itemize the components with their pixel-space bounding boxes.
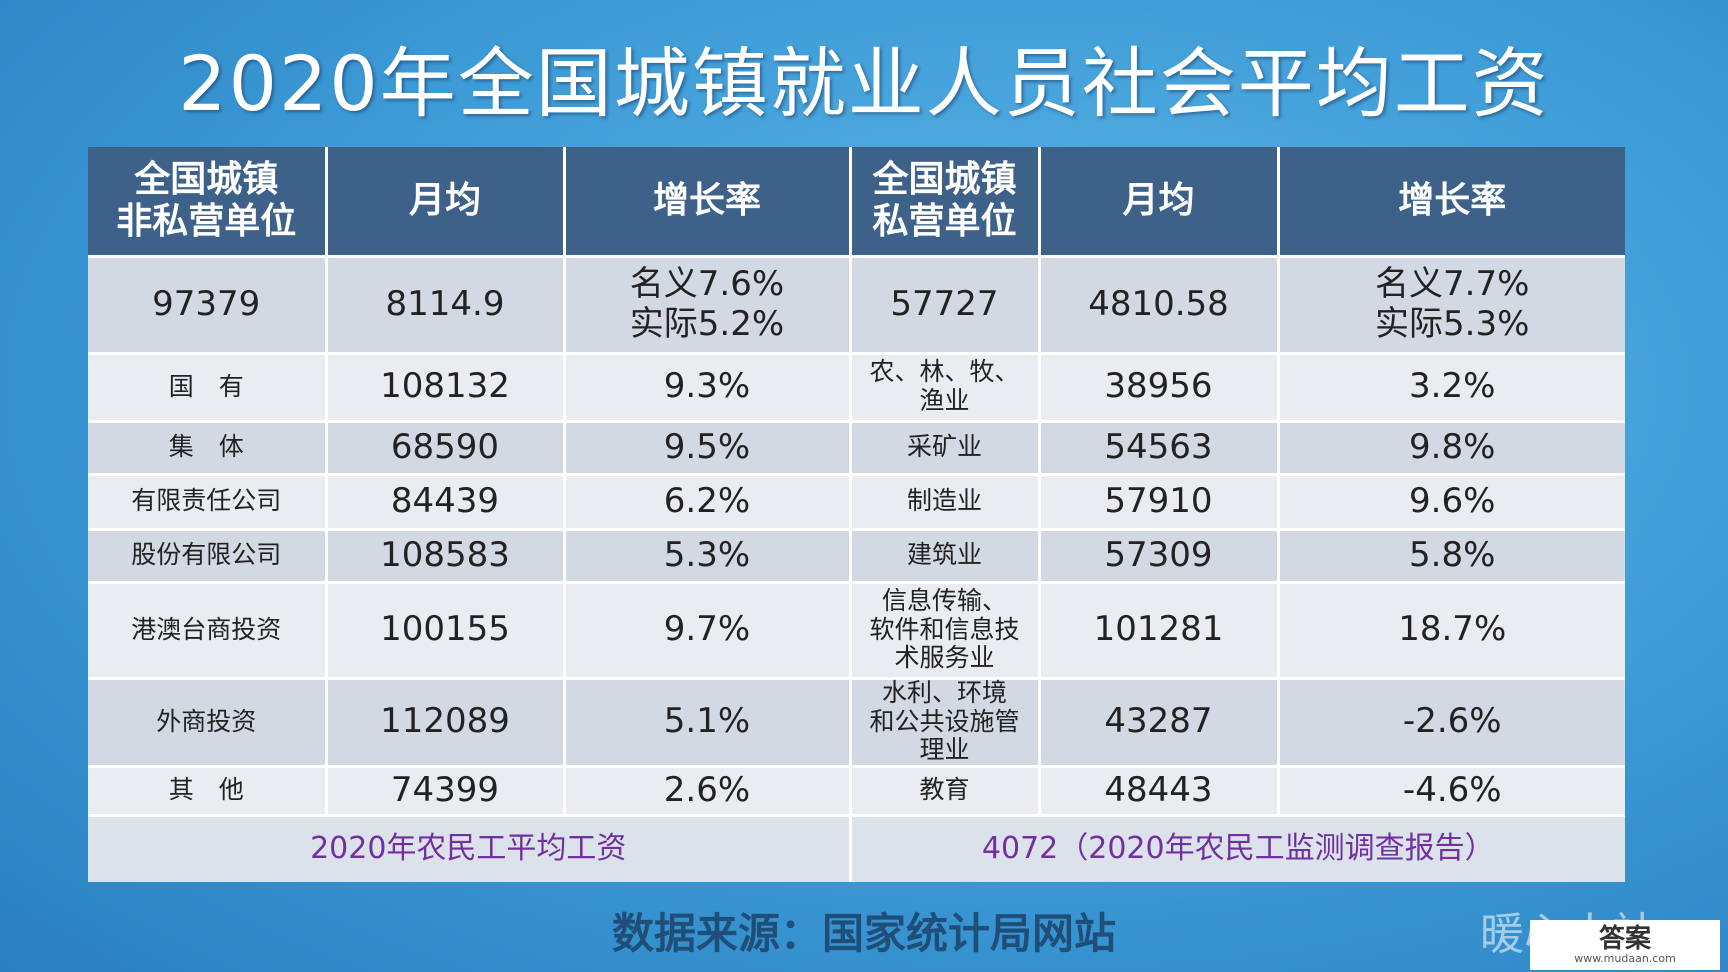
table-cell: 18.7% xyxy=(1279,583,1625,677)
table-cell: 名义7.6% 实际5.2% xyxy=(565,257,849,352)
header-cell: 增长率 xyxy=(565,147,849,255)
table-cell: 57910 xyxy=(1040,475,1277,528)
table-cell: 8114.9 xyxy=(327,257,563,352)
table-cell: 5.3% xyxy=(565,530,849,581)
header-cell: 增长率 xyxy=(1279,147,1625,255)
table-cell: 6.2% xyxy=(565,475,849,528)
table-cell: 水利、环境 和公共设施管 理业 xyxy=(851,678,1038,765)
table-cell: 43287 xyxy=(1040,679,1277,765)
table-cell: 38956 xyxy=(1040,354,1277,420)
table-cell: 100155 xyxy=(327,583,563,677)
table-cell: 9.7% xyxy=(565,583,849,677)
footer-cell: 4072（2020年农民工监测调查报告） xyxy=(851,816,1625,882)
table-cell: 112089 xyxy=(327,679,563,765)
table-cell: 48443 xyxy=(1040,767,1277,814)
header-cell: 全国城镇 非私营单位 xyxy=(88,147,325,255)
table-cell: 信息传输、 软件和信息技 术服务业 xyxy=(851,583,1038,677)
table-cell: 教育 xyxy=(851,767,1038,814)
table-cell: 制造业 xyxy=(851,475,1038,528)
table-cell: -4.6% xyxy=(1279,767,1625,814)
table-cell: 采矿业 xyxy=(851,422,1038,473)
title: 2020年全国城镇就业人员社会平均工资 xyxy=(178,39,1550,128)
table-cell: 9.5% xyxy=(565,422,849,473)
logo: 答案 www.mudaan.com xyxy=(1530,920,1720,970)
table-cell: 9.6% xyxy=(1279,475,1625,528)
table-cell: 股份有限公司 xyxy=(88,530,325,581)
table-cell: 68590 xyxy=(327,422,563,473)
table-cell: 有限责任公司 xyxy=(88,475,325,528)
table-cell: 84439 xyxy=(327,475,563,528)
table-cell: 9.8% xyxy=(1279,422,1625,473)
table-cell: 其 他 xyxy=(88,767,325,814)
table-cell: 港澳台商投资 xyxy=(88,583,325,677)
table-cell: 54563 xyxy=(1040,422,1277,473)
table-cell: 108132 xyxy=(327,354,563,420)
table: 全国城镇 非私营单位 月均 增长率 全国城镇 私营单位 月均 增长率 97379 8114.9… xyxy=(88,147,1625,882)
table-cell: 57309 xyxy=(1040,530,1277,581)
table-cell: 3.2% xyxy=(1279,354,1625,420)
table-cell: -2.6% xyxy=(1279,679,1625,765)
table-cell: 4810.58 xyxy=(1040,257,1277,352)
table-cell: 2.6% xyxy=(565,767,849,814)
table-cell: 101281 xyxy=(1040,583,1277,677)
footer-cell: 2020年农民工平均工资 xyxy=(88,816,849,882)
table-cell: 5.8% xyxy=(1279,530,1625,581)
header-cell: 月均 xyxy=(327,147,563,255)
table-cell: 国 有 xyxy=(88,354,325,420)
source: 数据来源：国家统计局网站 xyxy=(611,909,1116,958)
table-cell: 97379 xyxy=(88,257,325,352)
header-cell: 月均 xyxy=(1040,147,1277,255)
header-cell: 全国城镇 私营单位 xyxy=(851,147,1038,255)
table-cell: 108583 xyxy=(327,530,563,581)
table-cell: 外商投资 xyxy=(88,679,325,765)
logo-url: www.mudaan.com xyxy=(1574,951,1676,965)
logo-name: 答案 xyxy=(1598,923,1651,954)
table-cell: 建筑业 xyxy=(851,530,1038,581)
table-cell: 农、林、牧、 渔业 xyxy=(851,354,1038,420)
table-cell: 74399 xyxy=(327,767,563,814)
table-cell: 9.3% xyxy=(565,354,849,420)
table-cell: 5.1% xyxy=(565,679,849,765)
table-cell: 名义7.7% 实际5.3% xyxy=(1279,257,1625,352)
table-cell: 57727 xyxy=(851,257,1038,352)
table-cell: 集 体 xyxy=(88,422,325,473)
